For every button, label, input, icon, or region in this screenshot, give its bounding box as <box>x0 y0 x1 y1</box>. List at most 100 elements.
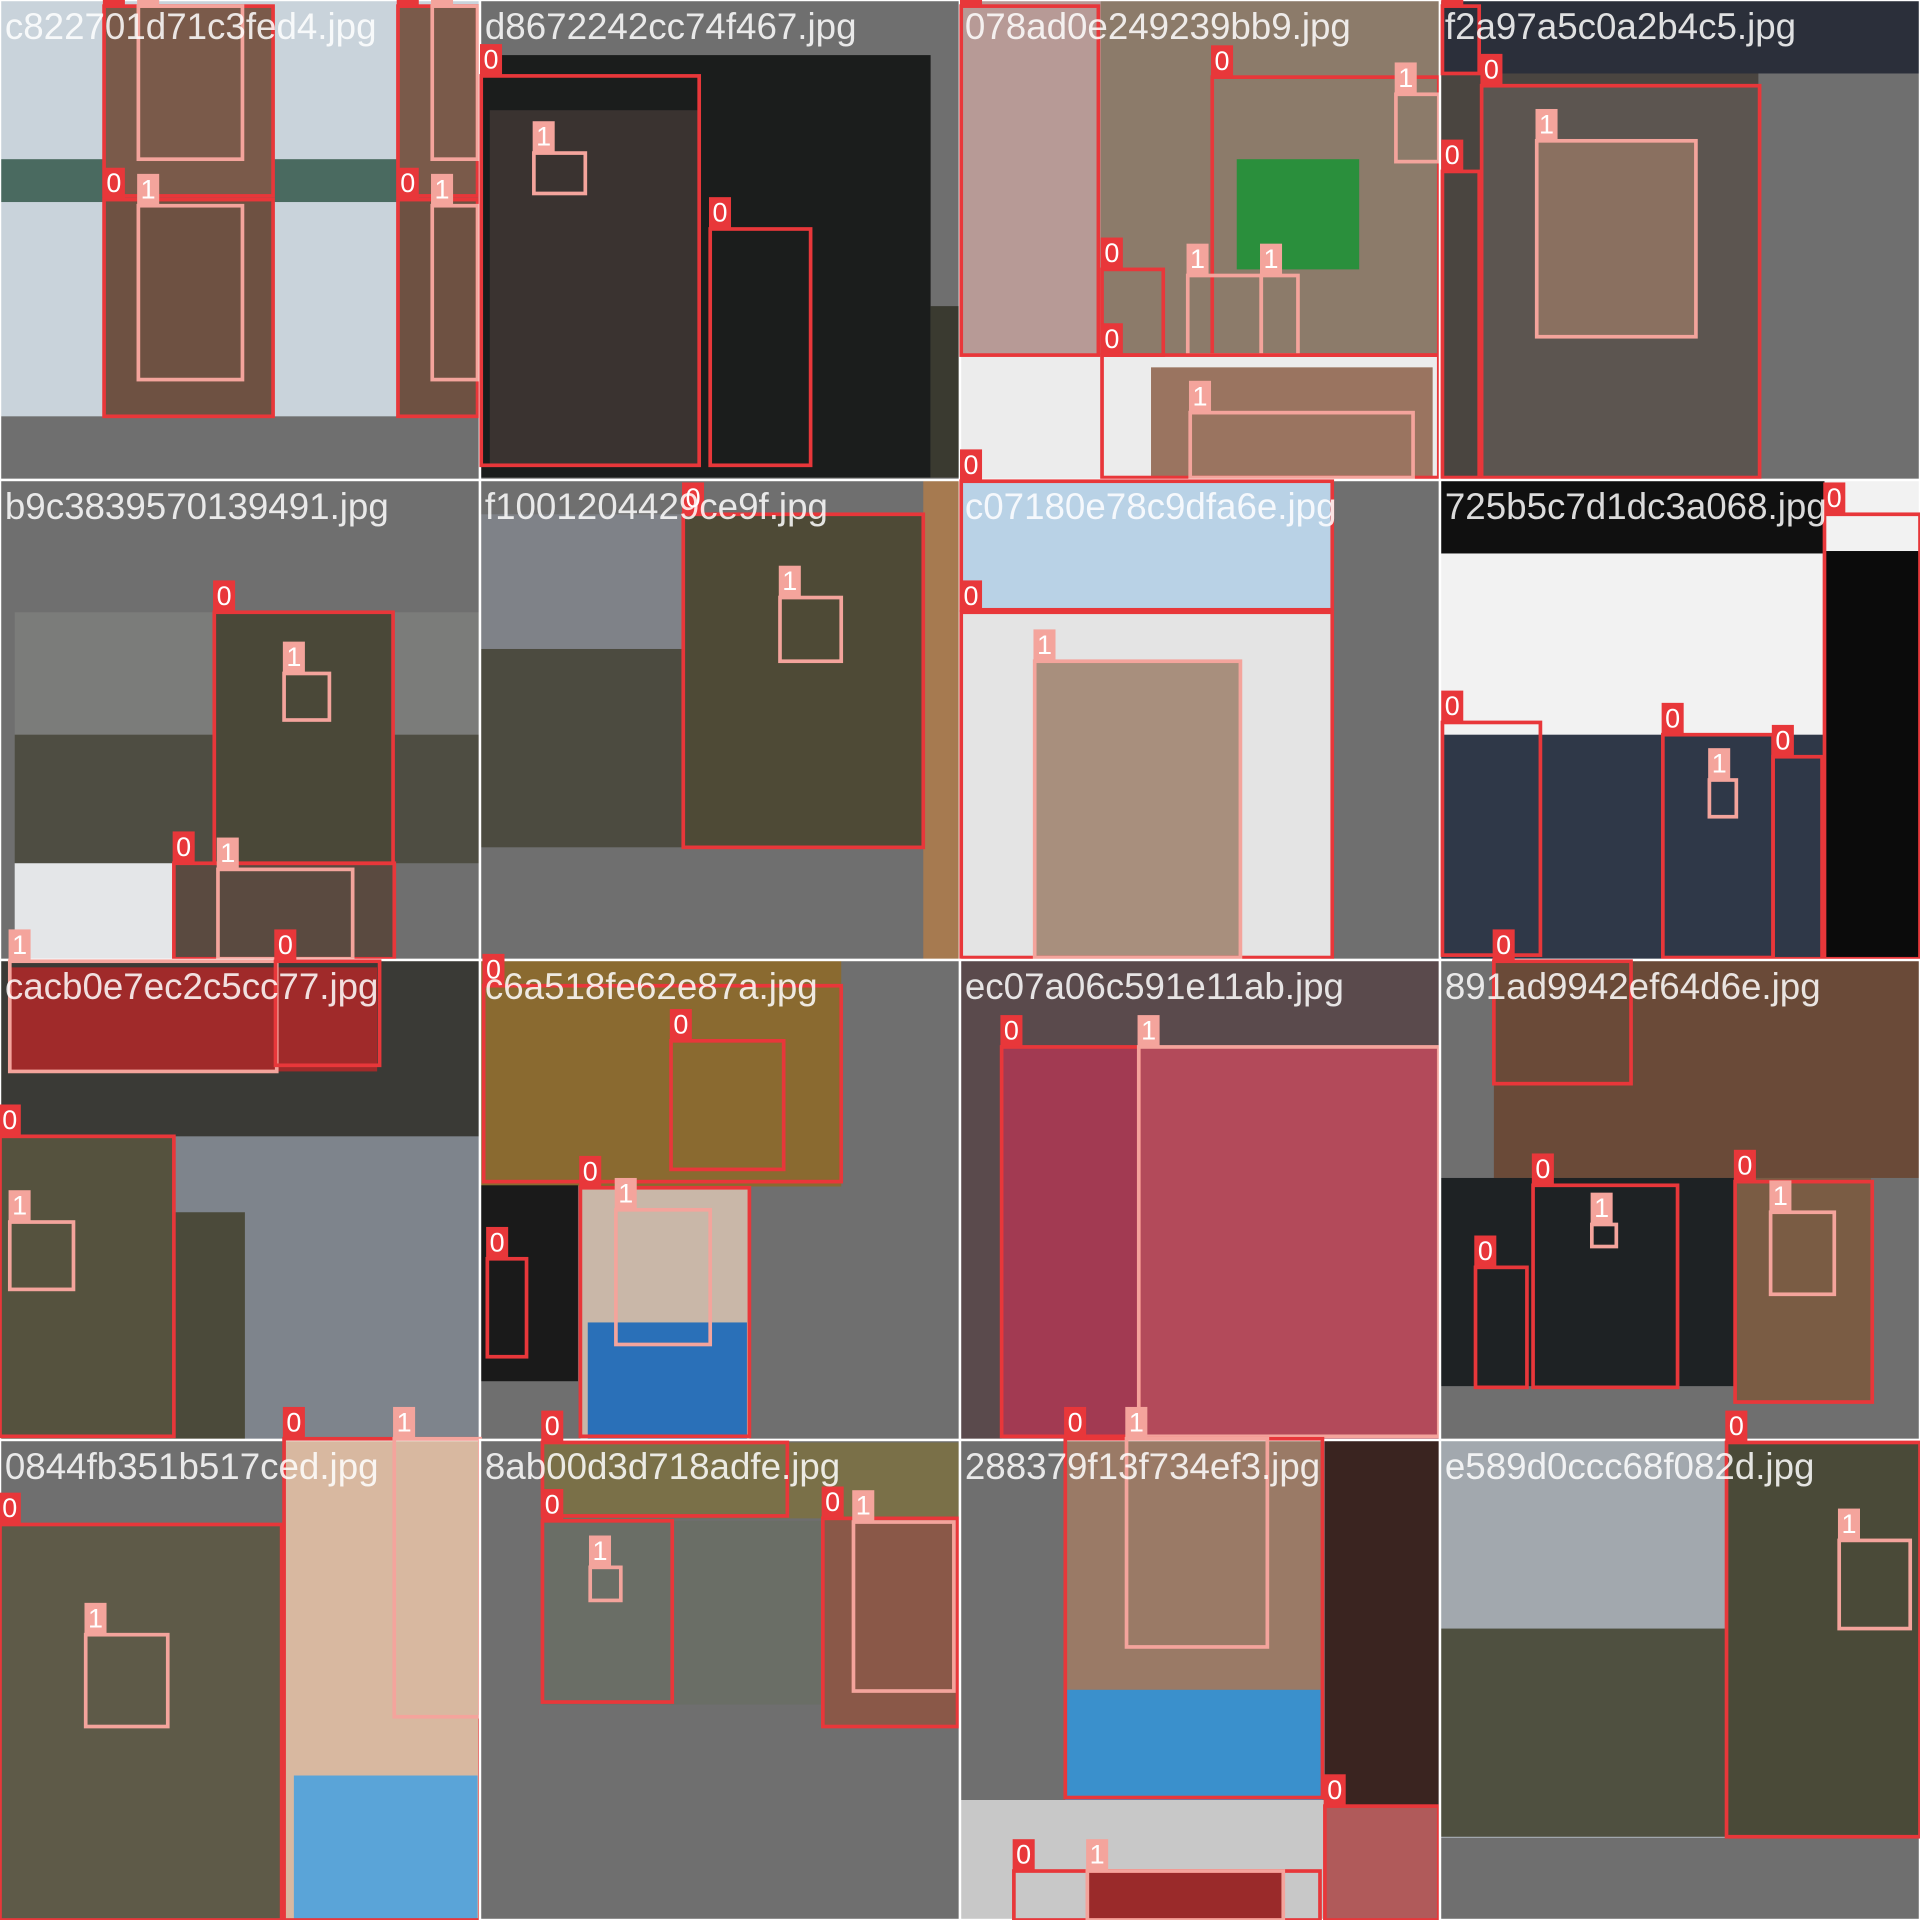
class-label: 0 <box>825 1487 840 1517</box>
class-tag-bg <box>486 1226 509 1259</box>
filename: 078ad0e249239bb9.jpg <box>965 6 1351 47</box>
class-label: 1 <box>1190 244 1205 274</box>
class-tag-bg <box>396 0 419 7</box>
class-tag-bg <box>1125 1406 1148 1439</box>
image-tile: 010 10 <box>478 1410 962 1920</box>
bounding-box <box>479 74 702 468</box>
class-tag-bg <box>960 0 983 7</box>
class-label: 1 <box>1712 749 1727 779</box>
class-label: 1 <box>12 930 27 960</box>
photo-region <box>960 0 1101 356</box>
bounding-box <box>83 1632 170 1729</box>
class-tag-bg <box>274 929 297 962</box>
photo-region <box>1733 1177 1872 1401</box>
image-tile: 0 1 0 <box>478 0 962 482</box>
filename: 891ad9942ef64d6e.jpg <box>1445 966 1821 1007</box>
bounding-box <box>851 1520 956 1693</box>
bounding-box <box>1837 1538 1913 1631</box>
photo-region <box>1087 1871 1284 1920</box>
class-tag-bg <box>393 1406 416 1439</box>
class-label: 1 <box>88 1603 103 1633</box>
class-label: 0 <box>1665 703 1680 733</box>
bounding-box <box>778 595 844 664</box>
image-tile: 0 0 1 0 <box>1438 0 1920 482</box>
class-label: 1 <box>1193 381 1208 411</box>
class-label: 1 <box>12 1191 27 1221</box>
image-tile: 01 <box>1438 1410 1920 1920</box>
class-tag-bg <box>778 565 801 598</box>
bounding-box <box>481 983 844 1184</box>
class-label: 0 <box>673 1009 688 1039</box>
class-label: 0 <box>1827 483 1842 513</box>
class-label: 0 <box>1068 1407 1083 1437</box>
bounding-box <box>282 671 332 722</box>
class-tag-bg <box>1012 1839 1035 1872</box>
class-tag-bg <box>1708 748 1731 780</box>
photo-region <box>9 967 378 1072</box>
class-tag-bg <box>396 167 419 200</box>
bounding-box <box>681 512 926 850</box>
class-label: 1 <box>397 1407 412 1437</box>
class-label: 0 <box>1445 0 1460 5</box>
bounding-box <box>1032 659 1243 960</box>
class-tag-bg <box>960 580 983 613</box>
photo-region <box>1440 734 1825 960</box>
class-label: 0 <box>583 1156 598 1186</box>
class-label: 1 <box>435 174 450 204</box>
bounding-box <box>540 1440 790 1518</box>
class-tag-bg <box>480 44 503 76</box>
class-tag-bg <box>1441 139 1464 172</box>
image-tile: 1 0 0 1 <box>0 929 482 1442</box>
photo-region <box>923 480 960 960</box>
class-tag-bg <box>852 1490 875 1523</box>
filename: e589d0ccc68f082d.jpg <box>1445 1446 1815 1487</box>
bounding-box <box>430 4 480 162</box>
photo-region <box>1236 159 1360 270</box>
class-label: 0 <box>400 0 415 5</box>
bounding-box <box>1440 720 1543 957</box>
bounding-box <box>136 203 245 382</box>
photo-region <box>960 480 1334 609</box>
class-tag-bg <box>1535 108 1558 141</box>
photo-region <box>1034 661 1241 960</box>
photo-region <box>489 110 698 466</box>
class-tag-bg <box>1590 1192 1613 1225</box>
filename: c822701d71c3fed4.jpg <box>5 6 377 47</box>
class-label: 1 <box>220 838 235 868</box>
bounding-box <box>1085 1869 1286 1920</box>
class-tag-bg <box>431 173 454 206</box>
bounding-box <box>1733 1179 1875 1404</box>
class-label: 0 <box>1478 1236 1493 1266</box>
class-tag-bg <box>1000 1015 1023 1047</box>
class-tag-bg <box>172 831 195 864</box>
bounding-box <box>532 151 588 196</box>
class-tag-bg <box>1474 1235 1497 1268</box>
bounding-box <box>1492 959 1633 1086</box>
bounding-box <box>1479 83 1762 480</box>
image-tile: 0 0 1 0 1 1 0 1 <box>958 0 1442 482</box>
class-label: 0 <box>1484 54 1499 84</box>
photo-region <box>14 863 174 960</box>
class-tag-bg <box>1323 1774 1346 1807</box>
bounding-box <box>614 1207 713 1347</box>
class-label: 0 <box>1215 46 1230 76</box>
class-label: 1 <box>141 0 156 5</box>
image-tile: 0 1 0 1 <box>0 1406 482 1920</box>
class-tag-bg <box>1823 482 1846 515</box>
filename: f1001204429ce9f.jpg <box>485 486 828 527</box>
class-tag-bg <box>669 1008 692 1041</box>
photo-region <box>1440 1177 1734 1387</box>
class-label: 0 <box>2 1493 17 1523</box>
class-tag-bg <box>821 1486 844 1519</box>
bounding-box <box>273 959 382 1068</box>
class-label: 0 <box>278 930 293 960</box>
class-label: 0 <box>106 168 121 198</box>
photo-region <box>397 6 478 196</box>
photo-region <box>1324 1806 1440 1920</box>
class-tag-bg <box>1260 243 1283 276</box>
class-tag-bg <box>431 0 454 7</box>
bounding-box <box>1768 1210 1837 1297</box>
